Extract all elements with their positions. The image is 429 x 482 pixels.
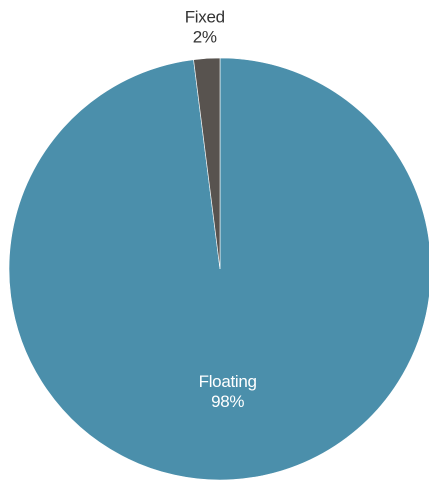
- slice-value-fixed: 2%: [193, 27, 217, 46]
- pie-slice-floating: [8, 57, 429, 481]
- pie-slices: [8, 57, 429, 481]
- slice-label-fixed: Fixed: [185, 7, 225, 26]
- pie-slice-fixed: [193, 57, 221, 270]
- slice-value-floating: 98%: [211, 392, 244, 411]
- slice-label-floating: Floating: [199, 372, 257, 391]
